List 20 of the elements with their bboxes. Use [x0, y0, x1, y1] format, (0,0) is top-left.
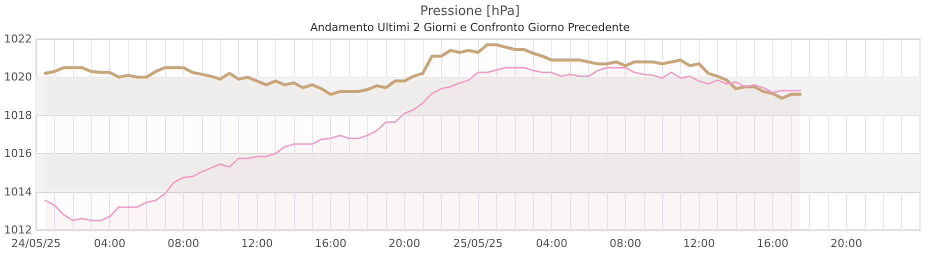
x-tick-label: 12:00: [241, 237, 273, 250]
y-tick-label: 1012: [4, 224, 32, 236]
y-tick-label: 1016: [4, 147, 32, 160]
x-tick-label: 24/05/25: [11, 237, 61, 250]
x-tick-label: 20:00: [830, 237, 862, 250]
x-tick-label: 04:00: [536, 237, 568, 250]
y-tick-label: 1020: [4, 70, 32, 84]
x-tick-label: 16:00: [756, 237, 789, 250]
y-tick-label: 1018: [4, 108, 32, 122]
x-tick-label: 20:00: [388, 237, 420, 250]
x-tick-label: 16:00: [314, 237, 347, 250]
y-tick-label: 1014: [4, 185, 32, 198]
x-tick-label: 08:00: [609, 237, 642, 250]
x-tick-label: 12:00: [683, 237, 715, 250]
y-tick-label: 1022: [4, 32, 32, 46]
x-tick-label: 08:00: [167, 237, 200, 250]
x-tick-label: 25/05/25: [453, 237, 503, 250]
chart-title: Pressione [hPa]: [420, 4, 520, 19]
chart-subtitle: Andamento Ultimi 2 Giorni e Confronto Giorno Precedente: [310, 21, 630, 34]
x-tick-label: 04:00: [94, 237, 126, 250]
